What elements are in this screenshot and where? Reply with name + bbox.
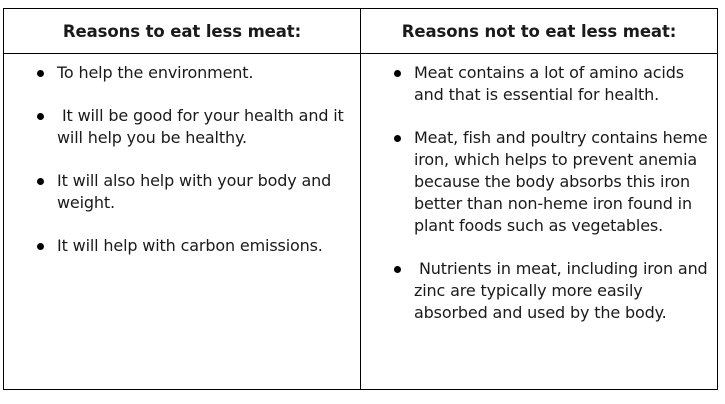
list-item: It will be good for your health and it w… [4,105,360,149]
list-item: It will help with carbon emissions. [4,235,360,257]
comparison-table: Reasons to eat less meat: Reasons not to… [3,8,718,390]
bullet-icon [394,266,401,273]
list-item: Nutrients in meat, including iron and zi… [361,258,717,324]
list-item: Meat contains a lot of amino acids and t… [361,62,717,106]
bullet-icon [37,178,44,185]
pros-list: To help the environment. It will be good… [4,62,360,257]
header-pros: Reasons to eat less meat: [62,21,302,41]
header-cons: Reasons not to eat less meat: [401,21,677,41]
list-item: To help the environment. [4,62,360,84]
list-item: It will also help with your body and wei… [4,170,360,214]
header-cell-pros: Reasons to eat less meat: [4,9,361,54]
header-cell-cons: Reasons not to eat less meat: [361,9,717,54]
body-cell-cons: Meat contains a lot of amino acids and t… [361,54,717,389]
list-item: Meat, fish and poultry contains heme iro… [361,127,717,237]
bullet-icon [394,135,401,142]
cons-list: Meat contains a lot of amino acids and t… [361,62,717,324]
bullet-icon [37,113,44,120]
bullet-icon [394,70,401,77]
bullet-icon [37,243,44,250]
bullet-icon [37,70,44,77]
body-cell-pros: To help the environment. It will be good… [4,54,361,389]
